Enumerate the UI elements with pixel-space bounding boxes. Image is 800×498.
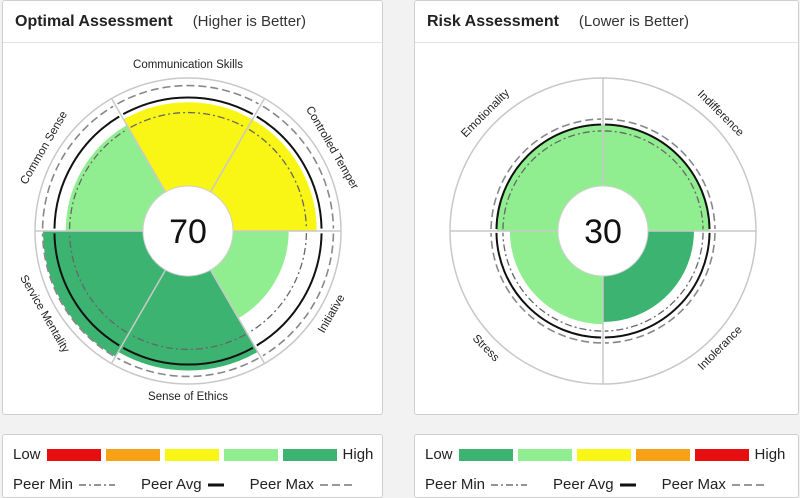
risk-title: Risk Assessment bbox=[427, 12, 559, 30]
peer-avg-arc bbox=[604, 232, 711, 339]
peer-max-arc bbox=[262, 105, 335, 229]
peer-avg-label: Peer Avg bbox=[141, 476, 202, 493]
peer-min-arc bbox=[130, 111, 246, 128]
legend-swatch bbox=[223, 448, 278, 461]
peer-max-arc bbox=[604, 118, 716, 230]
legend-swatch bbox=[282, 448, 337, 461]
legend-low-label: Low bbox=[425, 446, 453, 463]
peer-min-arc bbox=[130, 334, 246, 351]
peer-avg-arc bbox=[53, 115, 120, 229]
dashed-line-icon bbox=[731, 483, 768, 486]
center-circle bbox=[142, 185, 234, 277]
peer-avg-arc bbox=[495, 232, 602, 339]
legend-swatch bbox=[635, 448, 690, 461]
peer-max-legend: Peer Max bbox=[662, 476, 768, 493]
center-circle bbox=[557, 185, 649, 277]
peer-min-arc bbox=[68, 233, 128, 334]
risk-legend: Low High Peer Min Peer Avg Peer Max bbox=[414, 434, 799, 498]
peer-max-arc bbox=[262, 233, 335, 357]
spoke-line bbox=[110, 98, 167, 193]
peer-avg-arc bbox=[604, 123, 711, 230]
dashed-line-icon bbox=[319, 483, 356, 486]
spoke-line bbox=[209, 98, 266, 193]
peer-min-arc bbox=[68, 128, 128, 229]
peer-avg-label: Peer Avg bbox=[553, 476, 614, 493]
optimal-title: Optimal Assessment bbox=[15, 12, 173, 30]
center-score: 70 bbox=[169, 213, 207, 251]
spoke-line bbox=[110, 269, 167, 364]
legend-swatch bbox=[517, 448, 572, 461]
dash-dot-line-icon bbox=[491, 483, 528, 486]
optimal-scale-legend: Low High bbox=[3, 446, 382, 463]
risk-panel-header: Risk Assessment (Lower is Better) bbox=[415, 1, 798, 43]
legend-swatch bbox=[694, 448, 749, 461]
optimal-peer-legend: Peer Min Peer Avg Peer Max bbox=[3, 476, 382, 493]
peer-min-arc bbox=[248, 233, 308, 334]
peer-max-label: Peer Max bbox=[249, 476, 314, 493]
spoke-line bbox=[209, 269, 266, 364]
legend-swatch bbox=[458, 448, 513, 461]
peer-min-label: Peer Min bbox=[13, 476, 74, 493]
peer-avg-arc bbox=[256, 233, 323, 347]
center-score: 30 bbox=[584, 213, 622, 251]
peer-min-arc bbox=[502, 232, 602, 332]
peer-min-legend: Peer Min bbox=[425, 476, 528, 493]
peer-avg-legend: Peer Avg bbox=[141, 476, 224, 493]
sector-communication-skills bbox=[122, 101, 254, 232]
peer-max-arc bbox=[490, 232, 602, 344]
peer-max-arc bbox=[41, 105, 114, 229]
legend-swatch bbox=[164, 448, 219, 461]
risk-assessment-panel: Risk Assessment (Lower is Better) 30 Emot… bbox=[414, 0, 799, 415]
peer-avg-arc bbox=[122, 96, 254, 116]
legend-swatch bbox=[105, 448, 160, 461]
peer-min-arc bbox=[604, 232, 704, 332]
legend-high-label: High bbox=[342, 446, 374, 463]
legend-swatch bbox=[46, 448, 101, 461]
peer-max-arc bbox=[117, 84, 259, 105]
peer-max-arc bbox=[604, 232, 716, 344]
peer-avg-arc bbox=[495, 123, 602, 230]
optimal-panel-header: Optimal Assessment (Higher is Better) bbox=[3, 1, 382, 43]
peer-max-arc bbox=[117, 357, 259, 378]
peer-min-arc bbox=[502, 130, 602, 230]
peer-min-legend: Peer Min bbox=[13, 476, 116, 493]
peer-avg-arc bbox=[256, 115, 323, 229]
peer-avg-legend: Peer Avg bbox=[553, 476, 636, 493]
optimal-legend: Low High Peer Min Peer Avg Peer Max bbox=[2, 434, 383, 498]
peer-max-legend: Peer Max bbox=[250, 476, 356, 493]
legend-low-label: Low bbox=[13, 446, 41, 463]
risk-scale-legend: Low High bbox=[415, 446, 798, 463]
peer-min-label: Peer Min bbox=[425, 476, 486, 493]
category-label: Communication Skills bbox=[133, 59, 243, 71]
optimal-assessment-panel: Optimal Assessment (Higher is Better) 70… bbox=[2, 0, 383, 415]
solid-line-icon bbox=[207, 483, 224, 486]
peer-min-arc bbox=[604, 130, 704, 230]
peer-avg-arc bbox=[122, 346, 254, 366]
risk-peer-legend: Peer Min Peer Avg Peer Max bbox=[415, 476, 798, 493]
dash-dot-line-icon bbox=[79, 483, 116, 486]
peer-max-label: Peer Max bbox=[661, 476, 726, 493]
legend-swatch bbox=[576, 448, 631, 461]
risk-subtitle: (Lower is Better) bbox=[578, 13, 689, 30]
peer-avg-arc bbox=[53, 233, 120, 347]
peer-max-arc bbox=[490, 118, 602, 230]
solid-line-icon bbox=[619, 483, 636, 486]
sector-sense-of-ethics bbox=[117, 230, 259, 372]
peer-min-arc bbox=[248, 128, 308, 229]
optimal-subtitle: (Higher is Better) bbox=[192, 13, 307, 30]
peer-max-arc bbox=[41, 233, 114, 357]
category-label: Sense of Ethics bbox=[148, 391, 228, 403]
legend-high-label: High bbox=[754, 446, 786, 463]
